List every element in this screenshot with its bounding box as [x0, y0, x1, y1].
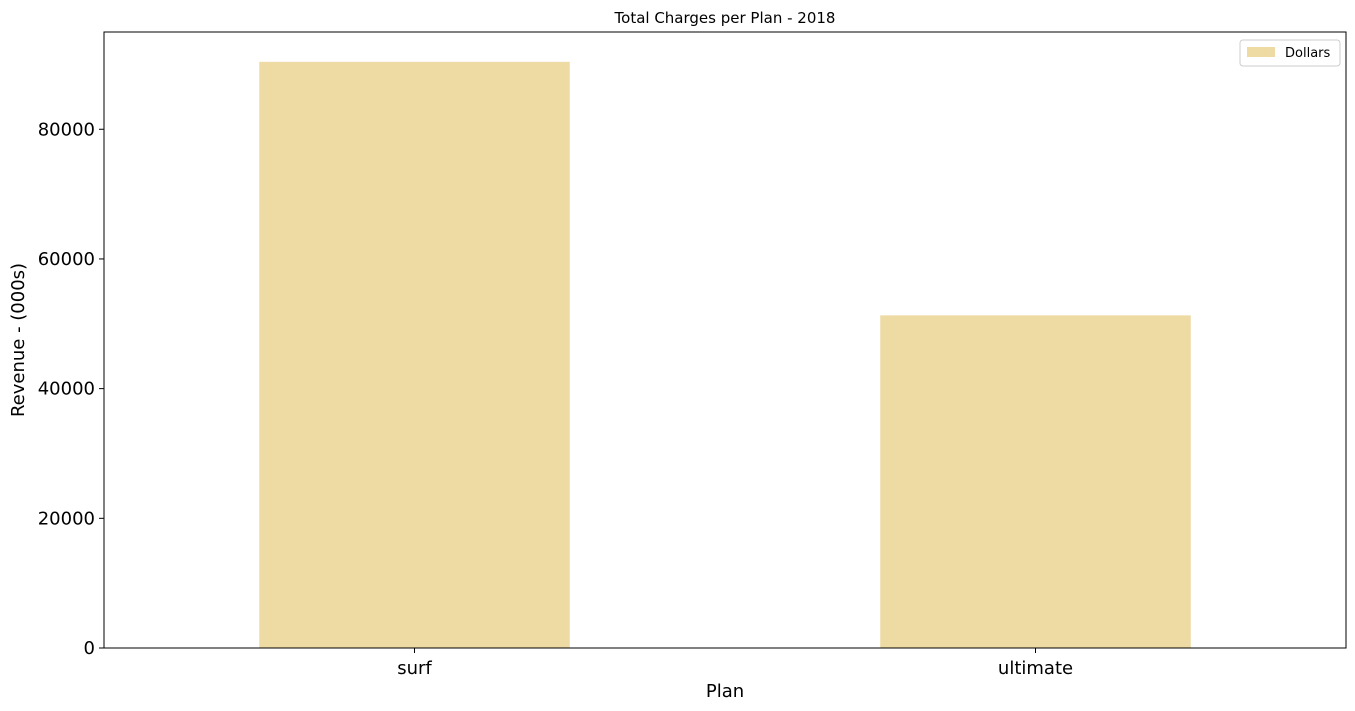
y-tick-label: 60000 [38, 249, 95, 270]
x-tick-label: surf [397, 658, 432, 679]
plot-frame [103, 31, 1347, 649]
y-axis-label: Revenue - (000s) [8, 263, 29, 417]
legend: Dollars [1239, 39, 1341, 67]
y-tick-label: 40000 [38, 379, 95, 400]
y-axis: 0 20000 40000 60000 80000 [38, 119, 104, 659]
y-tick-label: 20000 [38, 508, 95, 529]
plot-area [259, 61, 1191, 648]
bar-ultimate [880, 315, 1191, 648]
x-axis-label: Plan [706, 681, 744, 702]
y-tick-label: 0 [84, 638, 95, 659]
legend-box [1239, 39, 1341, 67]
legend-swatch [1247, 47, 1275, 57]
chart-title: Total Charges per Plan - 2018 [614, 9, 836, 27]
legend-label: Dollars [1285, 46, 1330, 61]
y-tick-label: 80000 [38, 119, 95, 140]
x-axis: surf ultimate [397, 648, 1073, 679]
bar-surf [259, 61, 570, 648]
x-tick-label: ultimate [998, 658, 1073, 679]
